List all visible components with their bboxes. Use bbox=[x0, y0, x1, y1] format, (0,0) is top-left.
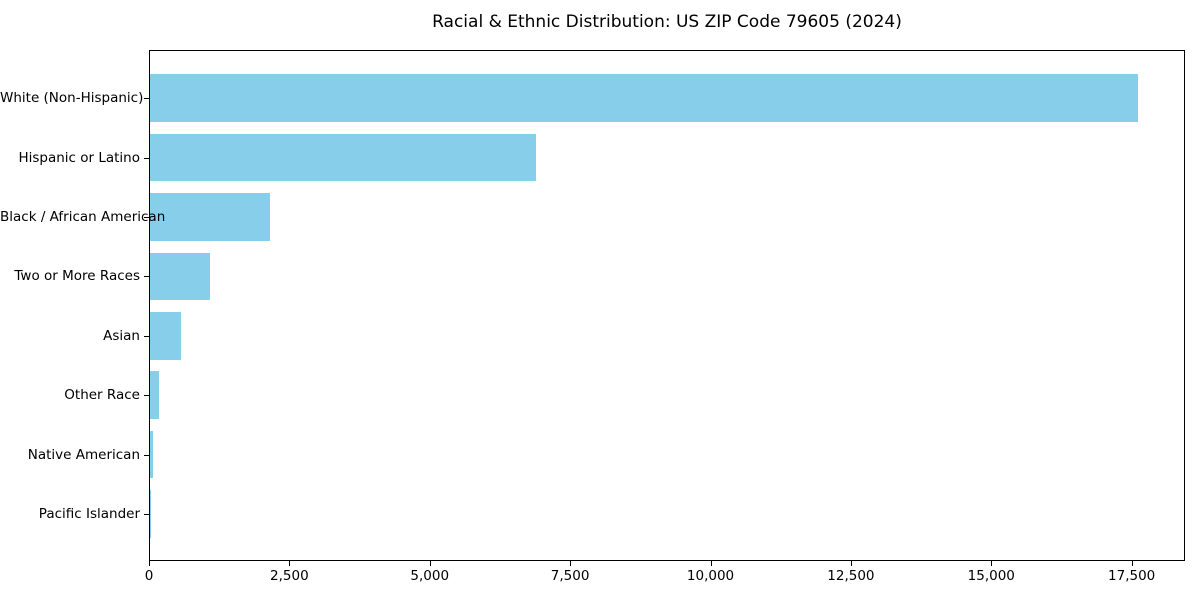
x-tick-15000 bbox=[991, 561, 993, 566]
x-tick-12500 bbox=[850, 561, 852, 566]
bar-white-non-hispanic bbox=[150, 74, 1138, 122]
y-label-black-african-american: Black / African American bbox=[0, 208, 166, 225]
x-tick-5000 bbox=[429, 561, 431, 566]
bar-asian bbox=[150, 312, 181, 360]
y-label-asian: Asian bbox=[103, 327, 140, 344]
y-tick-black-african-american bbox=[144, 216, 149, 218]
x-tick-17500 bbox=[1131, 561, 1133, 566]
y-label-hispanic-or-latino: Hispanic or Latino bbox=[18, 149, 140, 166]
y-tick-native-american bbox=[144, 454, 149, 456]
y-label-other-race: Other Race bbox=[64, 387, 140, 404]
y-tick-asian bbox=[144, 335, 149, 337]
x-tick-label-15000: 15,000 bbox=[967, 568, 1015, 584]
x-tick-label-17500: 17,500 bbox=[1108, 568, 1156, 584]
bar-black-african-american bbox=[150, 193, 271, 241]
x-tick-2500 bbox=[289, 561, 291, 566]
bar-native-american bbox=[150, 430, 153, 479]
bar-two-or-more-races bbox=[150, 252, 211, 301]
x-tick-label-10000: 10,000 bbox=[686, 568, 735, 584]
x-tick-label-7500: 7,500 bbox=[550, 568, 590, 584]
y-tick-two-or-more-races bbox=[144, 276, 149, 278]
y-tick-other-race bbox=[144, 395, 149, 397]
y-label-pacific-islander: Pacific Islander bbox=[38, 506, 140, 523]
y-label-two-or-more-races: Two or More Races bbox=[14, 268, 140, 285]
x-tick-7500 bbox=[570, 561, 572, 566]
bar-pacific-islander bbox=[150, 490, 151, 538]
bar-other-race bbox=[150, 371, 159, 419]
y-tick-hispanic-or-latino bbox=[144, 157, 149, 159]
x-tick-label-12500: 12,500 bbox=[827, 568, 875, 584]
y-label-native-american: Native American bbox=[27, 446, 140, 463]
y-tick-pacific-islander bbox=[144, 514, 149, 516]
x-tick-label-2500: 2,500 bbox=[270, 568, 309, 584]
x-tick-0 bbox=[149, 561, 150, 566]
y-tick-white-non-hispanic bbox=[144, 98, 149, 100]
bar-hispanic-or-latino bbox=[150, 133, 536, 182]
chart-title: Racial & Ethnic Distribution: US ZIP Cod… bbox=[432, 12, 902, 32]
x-tick-label-5000: 5,000 bbox=[410, 568, 450, 584]
x-tick-10000 bbox=[710, 561, 712, 566]
x-tick-label-0: 0 bbox=[144, 568, 154, 584]
plot-area bbox=[149, 50, 1185, 561]
y-label-white-non-hispanic: White (Non-Hispanic) bbox=[0, 90, 144, 107]
